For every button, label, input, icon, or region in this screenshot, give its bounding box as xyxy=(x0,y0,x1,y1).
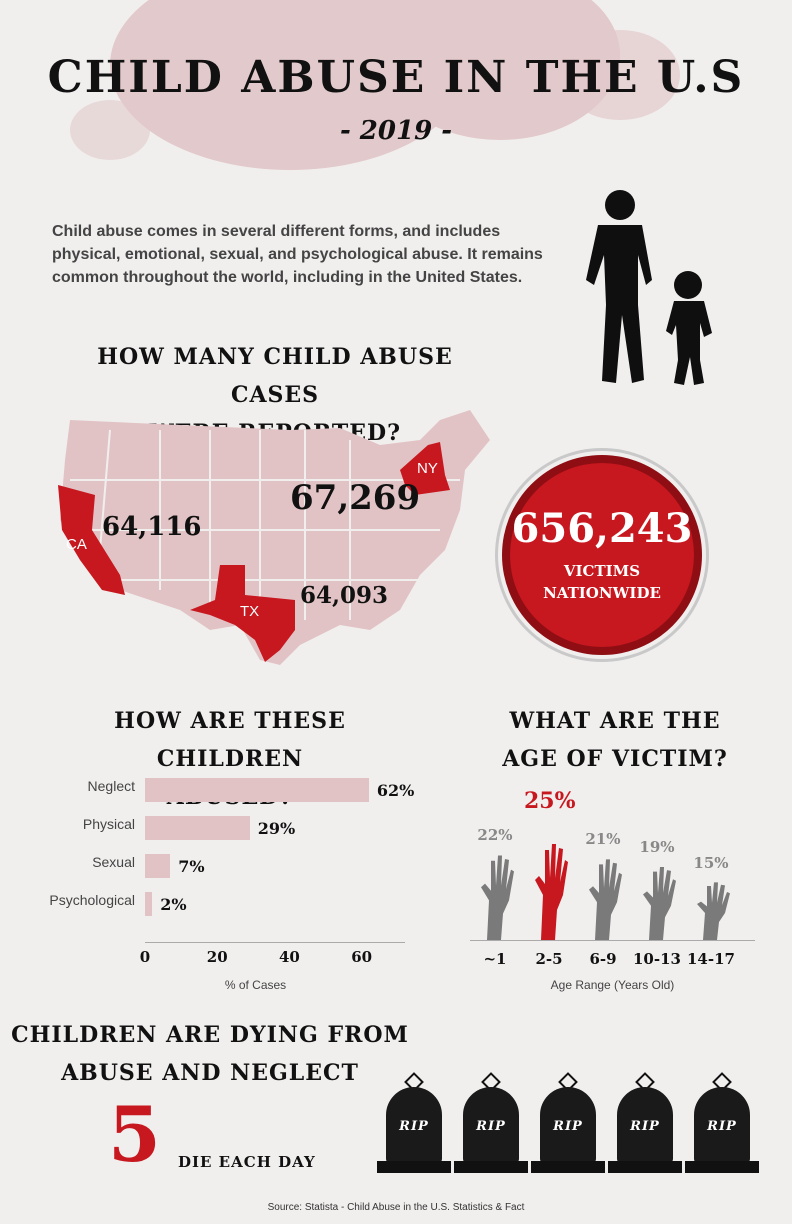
raised-hand-icon xyxy=(481,855,514,940)
adult-child-silhouette-icon xyxy=(586,190,712,385)
bar xyxy=(145,854,171,878)
badge-inner xyxy=(510,463,694,647)
raised-hand-icon xyxy=(589,859,622,940)
abuse-types-chart: Neglect 62% Physical 29% Sexual 7% Psychologic… xyxy=(10,770,414,1000)
tx-cases: 64,093 xyxy=(300,582,389,609)
state-label-tx: TX xyxy=(240,603,260,620)
bar xyxy=(145,816,250,840)
state-texas xyxy=(190,565,295,662)
source-note: Source: Statista - Child Abuse in the U.… xyxy=(267,1202,525,1213)
age-category-label: 10-13 xyxy=(633,950,681,968)
bar-label: Physical xyxy=(82,816,135,832)
deaths-heading-line1: CHILDREN ARE DYING FROM xyxy=(11,1022,409,1048)
age-category-label: 14-17 xyxy=(687,950,735,968)
tombstone-text: RIP xyxy=(707,1119,737,1134)
bar-value-label: 29% xyxy=(257,819,296,838)
national-total-badge: 656,243 VICTIMS NATIONWIDE xyxy=(502,455,702,655)
age-category-label: 2-5 xyxy=(535,950,563,968)
ca-cases: 64,116 xyxy=(102,512,202,542)
deaths-number: 5 xyxy=(108,1090,161,1179)
deaths-heading-line2: ABUSE AND NEGLECT xyxy=(61,1060,359,1086)
bar-label: Sexual xyxy=(92,854,135,870)
tombstone-base xyxy=(685,1161,759,1173)
page-subtitle: - 2019 - xyxy=(339,116,453,146)
us-map xyxy=(58,410,490,665)
tombstone-text: RIP xyxy=(476,1119,506,1134)
state-label-ca: CA xyxy=(66,536,87,553)
x-axis-line xyxy=(145,942,405,943)
raised-hand-icon xyxy=(535,844,568,940)
bar-label: Psychological xyxy=(49,892,135,908)
age-value-label: 21% xyxy=(585,830,621,848)
tombstone-icon: RIP xyxy=(694,1087,750,1163)
national-total-label: VICTIMS NATIONWIDE xyxy=(522,560,682,604)
tombstone-icon: RIP xyxy=(540,1087,596,1163)
tombstone-icon: RIP xyxy=(463,1087,519,1163)
state-label-ny: NY xyxy=(417,460,438,477)
page-title: CHILD ABUSE IN THE U.S xyxy=(47,52,745,103)
x-tick-label: 40 xyxy=(279,948,300,966)
age-value-label: 25% xyxy=(524,788,576,814)
tombstone-base xyxy=(608,1161,682,1173)
deaths-heading: CHILDREN ARE DYING FROM ABUSE AND NEGLEC… xyxy=(10,1016,410,1092)
age-heading: WHAT ARE THE AGE OF VICTIM? xyxy=(470,702,760,778)
blood-splatter xyxy=(560,30,680,120)
age-axis-title: Age Range (Years Old) xyxy=(550,978,675,992)
raised-hand-icon xyxy=(697,882,730,940)
national-label-line2: NATIONWIDE xyxy=(543,584,661,602)
abuse-heading-line1: HOW ARE THESE CHILDREN xyxy=(114,708,346,772)
tombstone-text: RIP xyxy=(553,1119,583,1134)
tombstone-row: RIP RIP RIP RIP RIP xyxy=(376,1072,776,1175)
tombstone-icon: RIP xyxy=(617,1087,673,1163)
intro-text: Child abuse comes in several different f… xyxy=(52,223,543,286)
age-value-label: 19% xyxy=(639,838,675,856)
age-heading-line1: WHAT ARE THE xyxy=(509,708,721,734)
tombstone-base xyxy=(531,1161,605,1173)
raised-hand-icon xyxy=(643,867,676,940)
age-axis-line xyxy=(470,940,755,941)
age-value-label: 15% xyxy=(693,854,729,872)
map-heading: HOW MANY CHILD ABUSE CASES WERE REPORTED… xyxy=(60,338,490,452)
bar xyxy=(145,778,369,802)
age-chart: 22% ~1 25% 2-5 21% 6-9 19% 10-13 15% 14-17 Age Ran… xyxy=(470,788,760,1000)
tombstone-base xyxy=(377,1161,451,1173)
national-label-line1: VICTIMS xyxy=(563,562,641,580)
state-new-york xyxy=(400,442,450,495)
tombstone-icon: RIP xyxy=(386,1087,442,1163)
x-tick-label: 0 xyxy=(139,948,151,966)
map-heading-line1: HOW MANY CHILD ABUSE CASES xyxy=(97,344,453,408)
age-category-label: 6-9 xyxy=(589,950,617,968)
deaths-label: DIE EACH DAY xyxy=(178,1153,316,1171)
age-heading-line2: AGE OF VICTIM? xyxy=(502,746,728,772)
tombstone-text: RIP xyxy=(399,1119,429,1134)
age-category-label: ~1 xyxy=(483,950,507,968)
tombstone-text: RIP xyxy=(630,1119,660,1134)
x-tick-label: 20 xyxy=(206,948,228,966)
state-california xyxy=(58,485,125,595)
bar-label: Neglect xyxy=(87,778,135,794)
ny-cases: 67,269 xyxy=(290,478,421,518)
x-tick-label: 60 xyxy=(351,948,373,966)
bar xyxy=(145,892,153,916)
blood-splatter xyxy=(70,100,150,160)
age-value-label: 22% xyxy=(477,826,513,844)
bar-value-label: 7% xyxy=(178,857,205,876)
us-mainland-shape xyxy=(60,410,490,665)
bar-value-label: 62% xyxy=(376,781,415,800)
bar-value-label: 2% xyxy=(160,895,187,914)
x-axis-title: % of Cases xyxy=(224,978,287,992)
national-total-value: 656,243 xyxy=(511,505,693,552)
tombstone-base xyxy=(454,1161,528,1173)
